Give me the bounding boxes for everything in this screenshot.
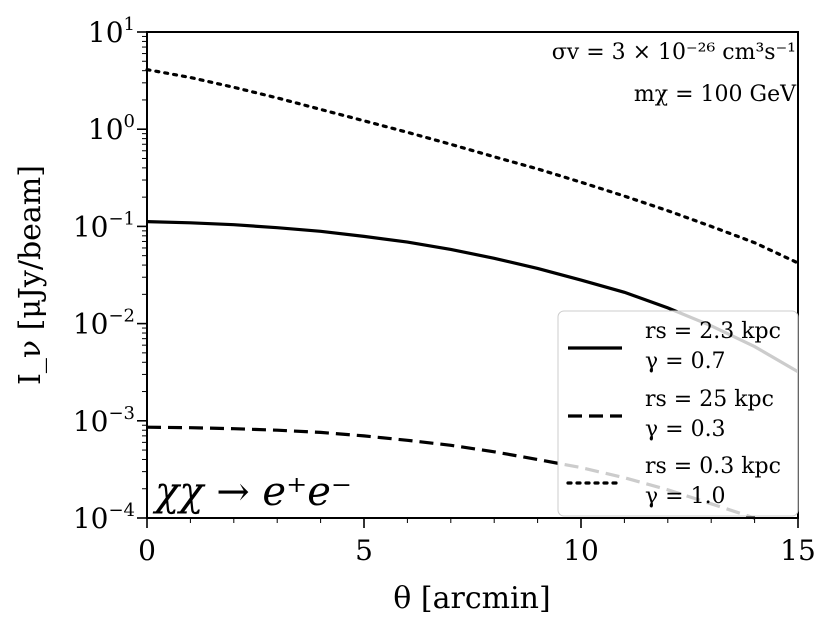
legend-label-slope: γ = 0.7: [645, 349, 726, 374]
x-tick-label: 5: [355, 534, 373, 567]
legend-label-slope: γ = 1.0: [645, 484, 726, 509]
legend-box: [557, 310, 799, 517]
x-axis-label: θ [arcmin]: [393, 581, 550, 616]
y-tick-label: 101: [88, 14, 135, 49]
series-line-dotted: [145, 68, 800, 265]
legend-label-scale: rs = 2.3 kpc: [645, 319, 781, 344]
legend-label-scale: rs = 25 kpc: [645, 387, 774, 412]
legend-label-slope: γ = 0.3: [645, 417, 726, 442]
y-tick-label: 100: [88, 111, 135, 146]
cross-section-annotation: σv = 3 × 10⁻²⁶ cm³s⁻¹: [552, 40, 796, 65]
y-tick-label: 10−1: [73, 208, 135, 243]
y-tick-label: 10−2: [73, 306, 135, 341]
x-tick-label: 0: [138, 534, 156, 567]
legend: rs = 2.3 kpc γ = 0.7 rs = 25 kpc γ = 0.3 rs …: [557, 310, 799, 517]
y-tick-label: 10−3: [73, 403, 135, 438]
y-axis-label: I_ν [μJy/beam]: [13, 165, 48, 385]
y-tick-label: 10−4: [73, 500, 135, 535]
x-tick-label: 10: [563, 534, 599, 567]
axis-ticks: 0 5 10 15 101 100 10−1 10−2 10−3 10−4: [73, 14, 816, 567]
mass-annotation: mχ = 100 GeV: [634, 82, 797, 107]
plot-frame: [146, 31, 799, 519]
legend-label-scale: rs = 0.3 kpc: [645, 454, 781, 479]
process-annotation: χχ → e⁺e⁻: [152, 469, 352, 515]
x-tick-label: 15: [780, 534, 816, 567]
